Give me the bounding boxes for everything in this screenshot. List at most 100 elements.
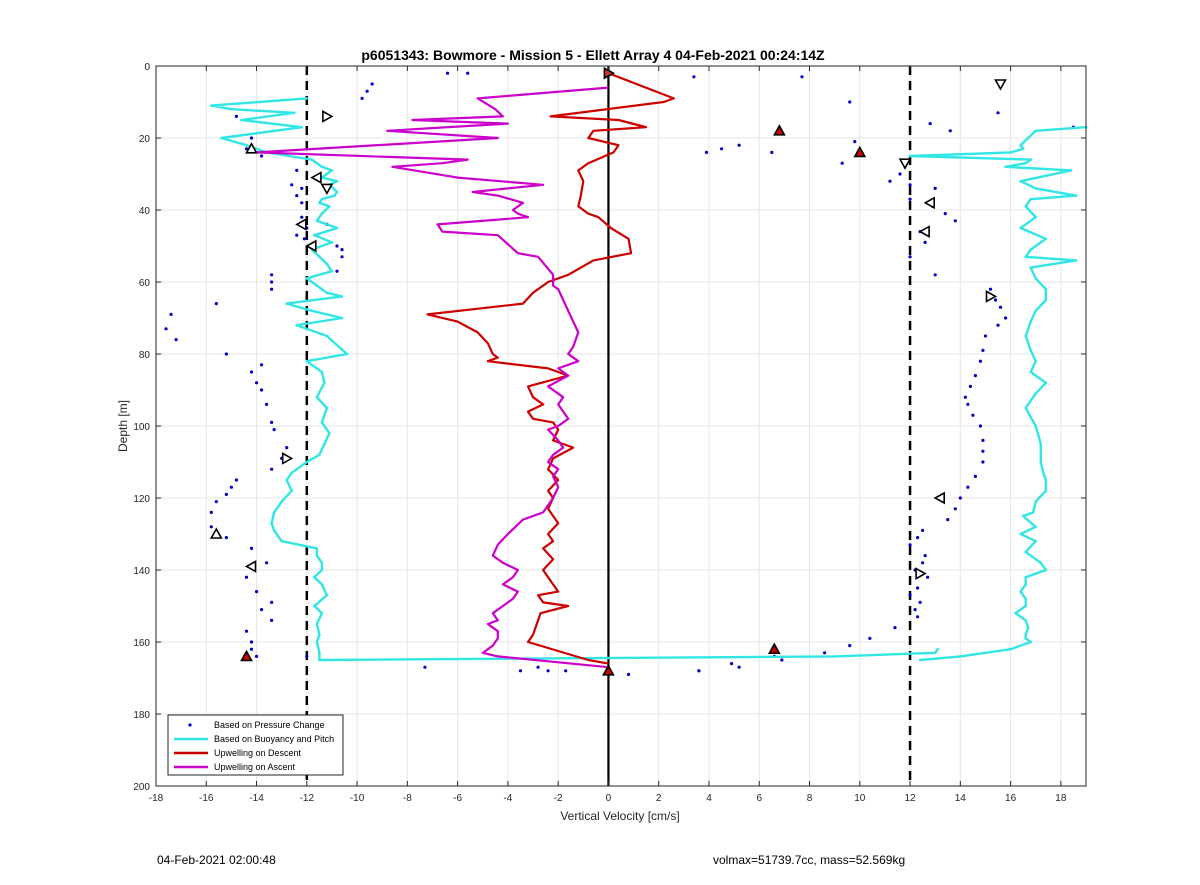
ascent-upwelling-line — [255, 86, 609, 669]
pressure-change-point — [564, 669, 568, 673]
pressure-change-point — [963, 395, 967, 399]
pressure-change-point — [174, 338, 178, 342]
buoyancy-pitch-point — [1044, 237, 1048, 241]
buoyancy-pitch-point — [315, 622, 319, 626]
event-marker — [320, 183, 334, 196]
pressure-change-point — [259, 154, 264, 158]
event-marker — [773, 124, 786, 136]
pressure-change-point — [913, 608, 917, 612]
buoyancy-pitch-point — [1009, 647, 1012, 651]
pressure-change-point — [423, 665, 427, 669]
chart-title: p6051343: Bowmore - Mission 5 - Ellett A… — [361, 47, 825, 63]
buoyancy-pitch-point — [313, 604, 316, 608]
buoyancy-pitch-point — [313, 233, 316, 237]
buoyancy-pitch-point — [1019, 143, 1022, 147]
buoyancy-pitch-point — [315, 640, 319, 644]
pressure-change-point — [915, 536, 920, 540]
buoyancy-pitch-point — [959, 655, 962, 658]
pressure-change-point — [908, 183, 912, 187]
buoyancy-pitch-point — [1034, 525, 1038, 529]
pressure-change-point — [169, 312, 173, 316]
buoyancy-pitch-point — [280, 500, 283, 503]
buoyancy-pitch-point — [335, 190, 339, 194]
series-3 — [255, 86, 609, 669]
pressure-change-point — [270, 618, 274, 623]
pressure-change-point — [993, 298, 998, 302]
y-tick-label: 60 — [139, 278, 151, 289]
buoyancy-pitch-point — [1024, 575, 1027, 579]
buoyancy-pitch-point — [1044, 478, 1048, 482]
pressure-change-point — [898, 172, 902, 176]
buoyancy-pitch-point — [1034, 215, 1038, 219]
event-marker — [923, 196, 936, 210]
buoyancy-pitch-point — [1074, 259, 1078, 262]
pressure-change-point — [546, 669, 550, 673]
series-0 — [164, 71, 1076, 677]
x-tick-label: 18 — [1055, 793, 1067, 804]
pressure-change-point — [244, 147, 249, 151]
pressure-change-point — [968, 384, 972, 388]
buoyancy-pitch-point — [318, 453, 321, 457]
buoyancy-pitch-point — [1034, 129, 1038, 133]
event-marker — [933, 491, 946, 505]
pressure-change-point — [915, 586, 920, 590]
pressure-change-point — [272, 428, 276, 432]
pressure-change-point — [908, 593, 912, 597]
event-marker — [918, 225, 930, 238]
x-tick-label: -4 — [503, 793, 512, 804]
legend-label: Upwelling on Ascent — [214, 762, 296, 772]
buoyancy-pitch-point — [1024, 550, 1027, 554]
pressure-change-point — [719, 147, 724, 151]
pressure-change-point — [270, 420, 274, 424]
buoyancy-pitch-point — [328, 431, 331, 435]
pressure-change-point — [981, 449, 985, 453]
buoyancy-pitch-point — [318, 201, 321, 205]
pressure-change-point — [254, 654, 259, 659]
buoyancy-pitch-point — [285, 478, 289, 482]
series-2 — [426, 72, 675, 665]
pressure-change-point — [370, 82, 374, 86]
buoyancy-pitch-point — [295, 323, 299, 327]
buoyancy-pitch-point — [320, 611, 324, 615]
pressure-change-point — [214, 302, 218, 306]
pressure-change-point — [259, 363, 264, 367]
pressure-change-point — [290, 183, 294, 187]
pressure-change-point — [780, 658, 784, 662]
buoyancy-pitch-point — [1044, 298, 1048, 302]
buoyancy-pitch-point — [1026, 626, 1030, 629]
buoyancy-pitch-point — [318, 658, 321, 662]
event-marker — [295, 218, 307, 231]
buoyancy-pitch-point — [1024, 633, 1027, 637]
buoyancy-pitch-point — [1024, 255, 1027, 259]
buoyancy-pitch-point — [1024, 604, 1027, 608]
x-tick-label: 4 — [706, 793, 712, 804]
event-marker — [985, 290, 998, 303]
pressure-change-point — [295, 233, 299, 237]
buoyancy-pitch-point — [320, 583, 324, 586]
buoyancy-pitch-point — [1024, 583, 1027, 586]
buoyancy-pitch-point — [285, 302, 289, 305]
pressure-change-point — [853, 140, 857, 144]
pressure-change-point — [840, 161, 844, 165]
y-axis-label: Depth [m] — [116, 400, 130, 452]
x-tick-label: -12 — [300, 793, 315, 804]
pressure-change-point — [921, 561, 925, 565]
pressure-change-point — [305, 654, 309, 659]
buoyancy-pitch-point — [325, 593, 329, 597]
x-tick-label: -16 — [199, 793, 214, 804]
x-tick-label: 10 — [854, 793, 866, 804]
pressure-change-point — [704, 150, 709, 154]
buoyancy-pitch-point — [325, 291, 329, 295]
buoyancy-pitch-point — [1029, 266, 1033, 269]
pressure-change-point — [978, 424, 983, 428]
buoyancy-pitch-point — [1044, 287, 1048, 291]
buoyancy-pitch-point — [1074, 194, 1078, 197]
pressure-change-point — [1003, 316, 1008, 320]
buoyancy-pitch-point — [330, 169, 334, 172]
buoyancy-pitch-point — [270, 521, 273, 525]
pressure-change-point — [966, 485, 970, 489]
buoyancy-pitch-point — [313, 575, 316, 579]
pressure-change-point — [536, 665, 540, 669]
buoyancy-pitch-point — [320, 421, 324, 424]
buoyancy-pitch-point — [315, 554, 319, 557]
